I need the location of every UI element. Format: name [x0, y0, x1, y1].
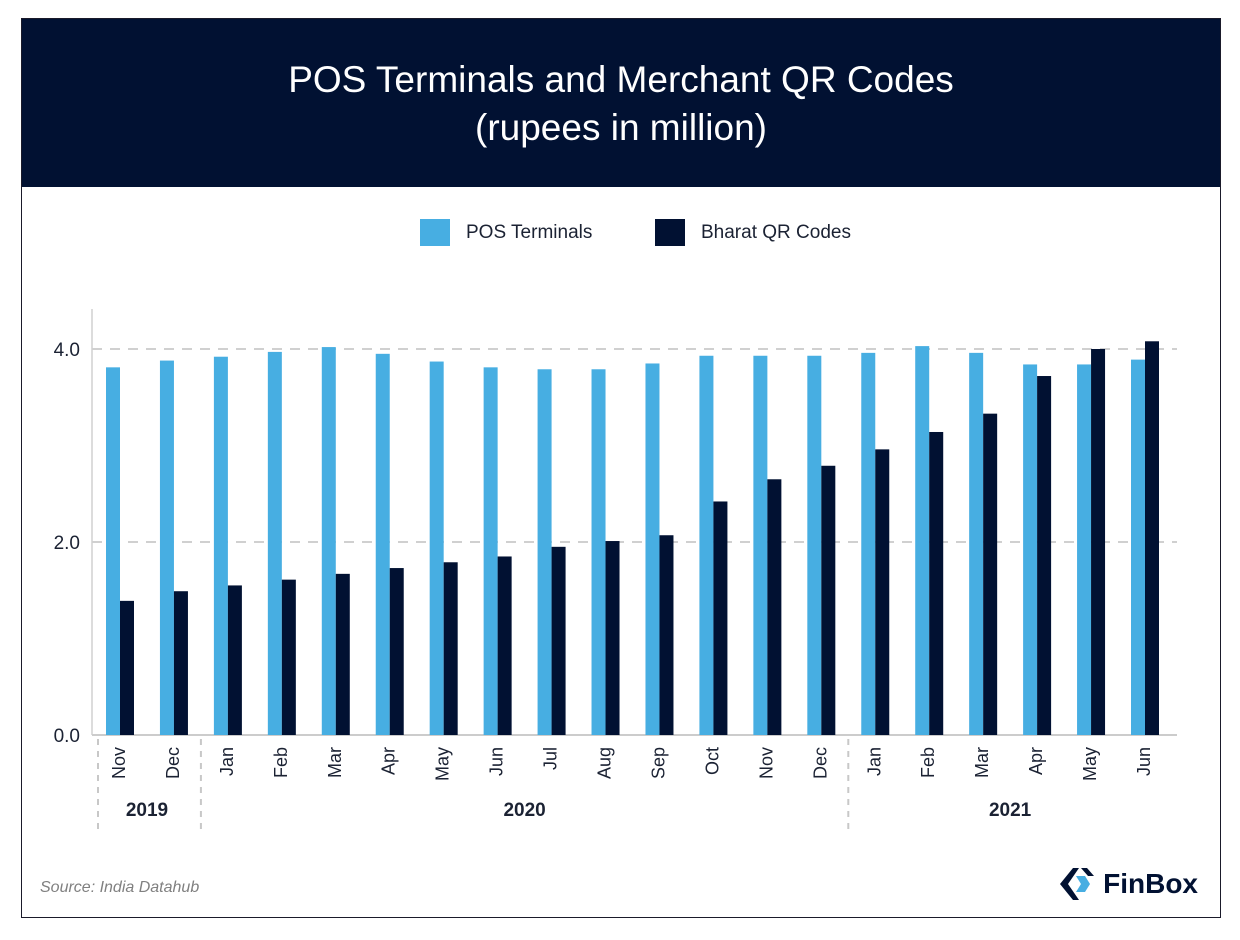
- bar-bharat-qr-codes: [929, 431, 944, 735]
- legend-label-pos-terminals: POS Terminals: [466, 221, 593, 243]
- bar-bharat-qr-codes: [1091, 349, 1106, 735]
- x-tick-label: Jun: [487, 747, 507, 776]
- chart-title: POS Terminals and Merchant QR Codes: [288, 59, 954, 100]
- finbox-logo-icon: [1060, 868, 1095, 900]
- x-tick-label: Apr: [379, 747, 399, 775]
- year-group-label: 2021: [989, 800, 1032, 821]
- legend-label-bharat-qr-codes: Bharat QR Codes: [701, 221, 851, 243]
- bar-pos-terminals: [321, 347, 336, 735]
- y-tick-label: 0.0: [54, 726, 80, 747]
- bar-pos-terminals: [807, 355, 822, 735]
- x-tick-label: May: [433, 747, 453, 781]
- bar-bharat-qr-codes: [335, 573, 350, 735]
- bar-bharat-qr-codes: [173, 591, 188, 735]
- bar-pos-terminals: [159, 360, 174, 735]
- bar-pos-terminals: [591, 369, 606, 735]
- bar-bharat-qr-codes: [821, 465, 836, 735]
- chart-frame: POS Terminals and Merchant QR Codes (rup…: [21, 18, 1221, 918]
- bar-pos-terminals: [699, 355, 714, 735]
- bar-pos-terminals: [213, 356, 228, 735]
- bar-pos-terminals: [375, 353, 390, 735]
- bar-pos-terminals: [483, 367, 498, 735]
- bar-pos-terminals: [645, 363, 660, 735]
- bar-chart: 0.0 2.0 4.0 Nov Dec Jan Feb Mar Apr May Jun Jul Aug S…: [54, 309, 1177, 834]
- y-tick-label: 2.0: [54, 533, 80, 554]
- chart-subtitle: (rupees in million): [475, 107, 767, 148]
- bar-bharat-qr-codes: [120, 600, 134, 735]
- x-tick-label: Dec: [810, 747, 830, 779]
- bar-pos-terminals: [537, 369, 552, 735]
- bar-bharat-qr-codes: [875, 449, 890, 735]
- bar-pos-terminals: [429, 361, 444, 735]
- y-tick-label: 4.0: [54, 340, 80, 361]
- x-tick-label: Mar: [972, 747, 992, 778]
- bar-bharat-qr-codes: [1145, 341, 1159, 735]
- source-note: Source: India Datahub: [40, 879, 200, 896]
- bar-pos-terminals: [1023, 364, 1038, 735]
- x-tick-label: Feb: [271, 747, 291, 778]
- bar-bharat-qr-codes: [497, 556, 512, 735]
- bar-pos-terminals: [1077, 364, 1092, 735]
- x-tick-label: Jan: [864, 747, 884, 776]
- x-tick-label: Jun: [1134, 747, 1154, 776]
- legend-item-pos-terminals[interactable]: POS Terminals: [420, 219, 592, 246]
- year-group-label: 2020: [503, 800, 545, 821]
- bar-bharat-qr-codes: [767, 479, 782, 735]
- bar-bharat-qr-codes: [983, 413, 998, 735]
- x-tick-label: Oct: [702, 747, 722, 775]
- x-tick-label: Nov: [109, 747, 129, 779]
- bar-bharat-qr-codes: [1037, 376, 1052, 735]
- x-tick-label: Jul: [541, 747, 561, 770]
- bar-bharat-qr-codes: [659, 535, 674, 735]
- bar-pos-terminals: [267, 351, 282, 735]
- bar-pos-terminals: [861, 352, 876, 735]
- x-tick-label: Feb: [918, 747, 938, 778]
- legend-swatch-pos-terminals: [420, 219, 450, 246]
- bar-bharat-qr-codes: [227, 585, 242, 735]
- brand-name: FinBox: [1103, 868, 1198, 899]
- finbox-brand: FinBox: [1059, 867, 1198, 901]
- bar-pos-terminals: [753, 355, 768, 735]
- x-tick-label: Nov: [756, 747, 776, 779]
- legend-swatch-bharat-qr-codes: [655, 219, 685, 246]
- x-tick-label: Jan: [217, 747, 237, 776]
- x-tick-label: Mar: [325, 747, 345, 778]
- x-tick-label: Aug: [595, 747, 615, 779]
- bar-bharat-qr-codes: [281, 579, 296, 735]
- bar-pos-terminals: [915, 346, 930, 735]
- legend-item-bharat-qr-codes[interactable]: Bharat QR Codes: [655, 219, 851, 246]
- bar-bharat-qr-codes: [443, 562, 458, 735]
- bar-bharat-qr-codes: [713, 501, 728, 735]
- bar-pos-terminals: [106, 367, 120, 735]
- x-tick-label: Apr: [1026, 747, 1046, 775]
- bar-bharat-qr-codes: [605, 541, 620, 735]
- bar-pos-terminals: [969, 352, 984, 735]
- chart-header: POS Terminals and Merchant QR Codes (rup…: [22, 19, 1220, 187]
- chart-legend: POS Terminals Bharat QR Codes: [22, 219, 1220, 249]
- bar-bharat-qr-codes: [389, 568, 404, 735]
- year-group-label: 2019: [126, 800, 168, 821]
- x-tick-label: May: [1080, 747, 1100, 781]
- bar-pos-terminals: [1131, 359, 1145, 735]
- x-tick-label: Sep: [648, 747, 668, 779]
- x-tick-label: Dec: [163, 747, 183, 779]
- bar-bharat-qr-codes: [551, 546, 566, 735]
